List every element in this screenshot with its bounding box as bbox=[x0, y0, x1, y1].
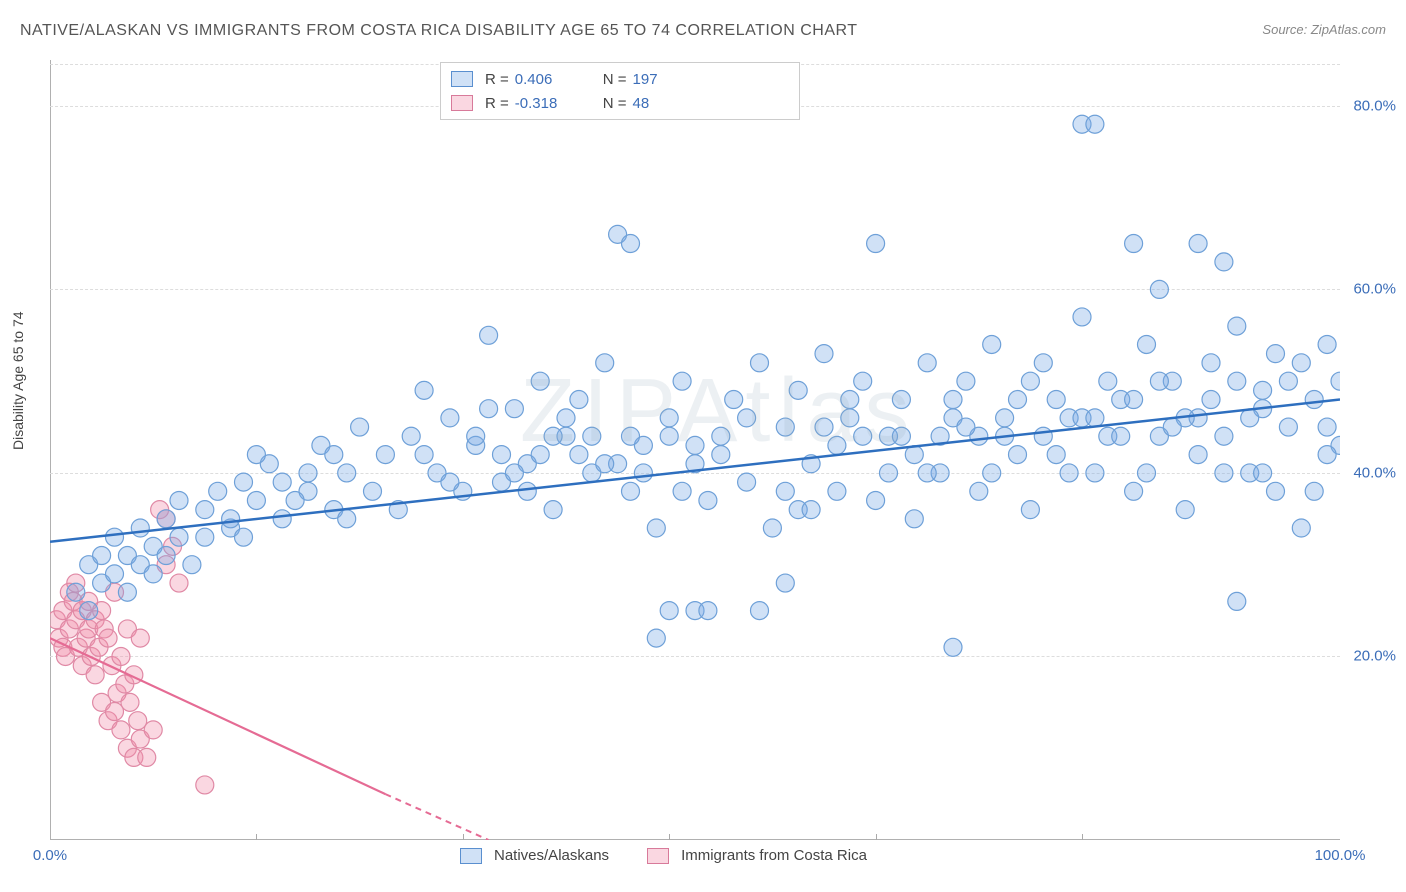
n-label: N = bbox=[603, 71, 627, 88]
correlation-legend: R = 0.406 N = 197 R = -0.318 N = 48 bbox=[440, 62, 800, 120]
r-label: R = bbox=[485, 71, 509, 88]
source-value: ZipAtlas.com bbox=[1311, 22, 1386, 37]
source-label: Source: bbox=[1262, 22, 1307, 37]
chart-title: NATIVE/ALASKAN VS IMMIGRANTS FROM COSTA … bbox=[20, 22, 858, 39]
ytick-label: 40.0% bbox=[1353, 464, 1396, 481]
n-label: N = bbox=[603, 95, 627, 112]
swatch-pink-icon bbox=[451, 95, 473, 111]
n-value-pink: 48 bbox=[633, 95, 701, 112]
legend-row-blue: R = 0.406 N = 197 bbox=[451, 67, 789, 91]
n-value-blue: 197 bbox=[633, 71, 701, 88]
source-attribution: Source: ZipAtlas.com bbox=[1262, 22, 1386, 37]
y-axis-label: Disability Age 65 to 74 bbox=[10, 311, 26, 450]
r-value-pink: -0.318 bbox=[515, 95, 583, 112]
legend-row-pink: R = -0.318 N = 48 bbox=[451, 91, 789, 115]
r-value-blue: 0.406 bbox=[515, 71, 583, 88]
legend-label-blue: Natives/Alaskans bbox=[494, 847, 609, 864]
series-legend: Natives/Alaskans Immigrants from Costa R… bbox=[460, 847, 897, 864]
legend-item-pink: Immigrants from Costa Rica bbox=[647, 847, 867, 864]
xtick-label: 0.0% bbox=[33, 847, 67, 864]
chart-header: NATIVE/ALASKAN VS IMMIGRANTS FROM COSTA … bbox=[20, 22, 1386, 50]
xtick-label: 100.0% bbox=[1315, 847, 1366, 864]
ytick-label: 80.0% bbox=[1353, 97, 1396, 114]
r-label: R = bbox=[485, 95, 509, 112]
scatter-svg bbox=[50, 60, 1340, 840]
ytick-label: 20.0% bbox=[1353, 648, 1396, 665]
swatch-blue-icon bbox=[451, 71, 473, 87]
swatch-pink-icon bbox=[647, 848, 669, 864]
swatch-blue-icon bbox=[460, 848, 482, 864]
legend-item-blue: Natives/Alaskans bbox=[460, 847, 609, 864]
legend-label-pink: Immigrants from Costa Rica bbox=[681, 847, 867, 864]
ytick-label: 60.0% bbox=[1353, 281, 1396, 298]
